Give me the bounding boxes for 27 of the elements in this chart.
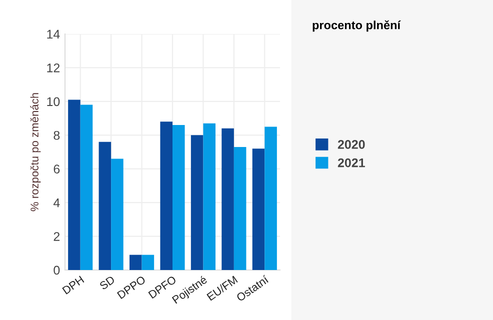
bar [190,135,204,270]
bar [98,142,112,270]
legend-title: procento plnění [312,20,401,32]
y-axis-title: % rozpočtu po změnách [30,93,41,212]
y-tick-label: 14 [47,30,60,39]
y-tick-label: 8 [54,130,60,140]
bar [264,126,277,270]
x-tick-label: SD [99,275,116,290]
legend-label: 2020 [338,140,365,149]
bar [172,125,185,270]
y-tick-label: 0 [54,266,60,275]
y-tick-label: 6 [54,164,60,174]
bar [203,123,216,270]
y-tick-label: 12 [47,64,60,72]
y-tick-label: 2 [54,232,60,241]
bar [252,148,265,270]
bar [68,100,80,270]
bar [234,146,246,270]
y-tick-label: 4 [53,198,60,208]
bar [160,122,172,270]
bar [111,158,124,270]
y-tick-label: 10 [47,97,60,106]
bar [130,254,142,270]
bar [222,128,234,270]
bar [142,254,154,270]
legend-label: 2021 [338,158,365,168]
bar [80,104,93,270]
